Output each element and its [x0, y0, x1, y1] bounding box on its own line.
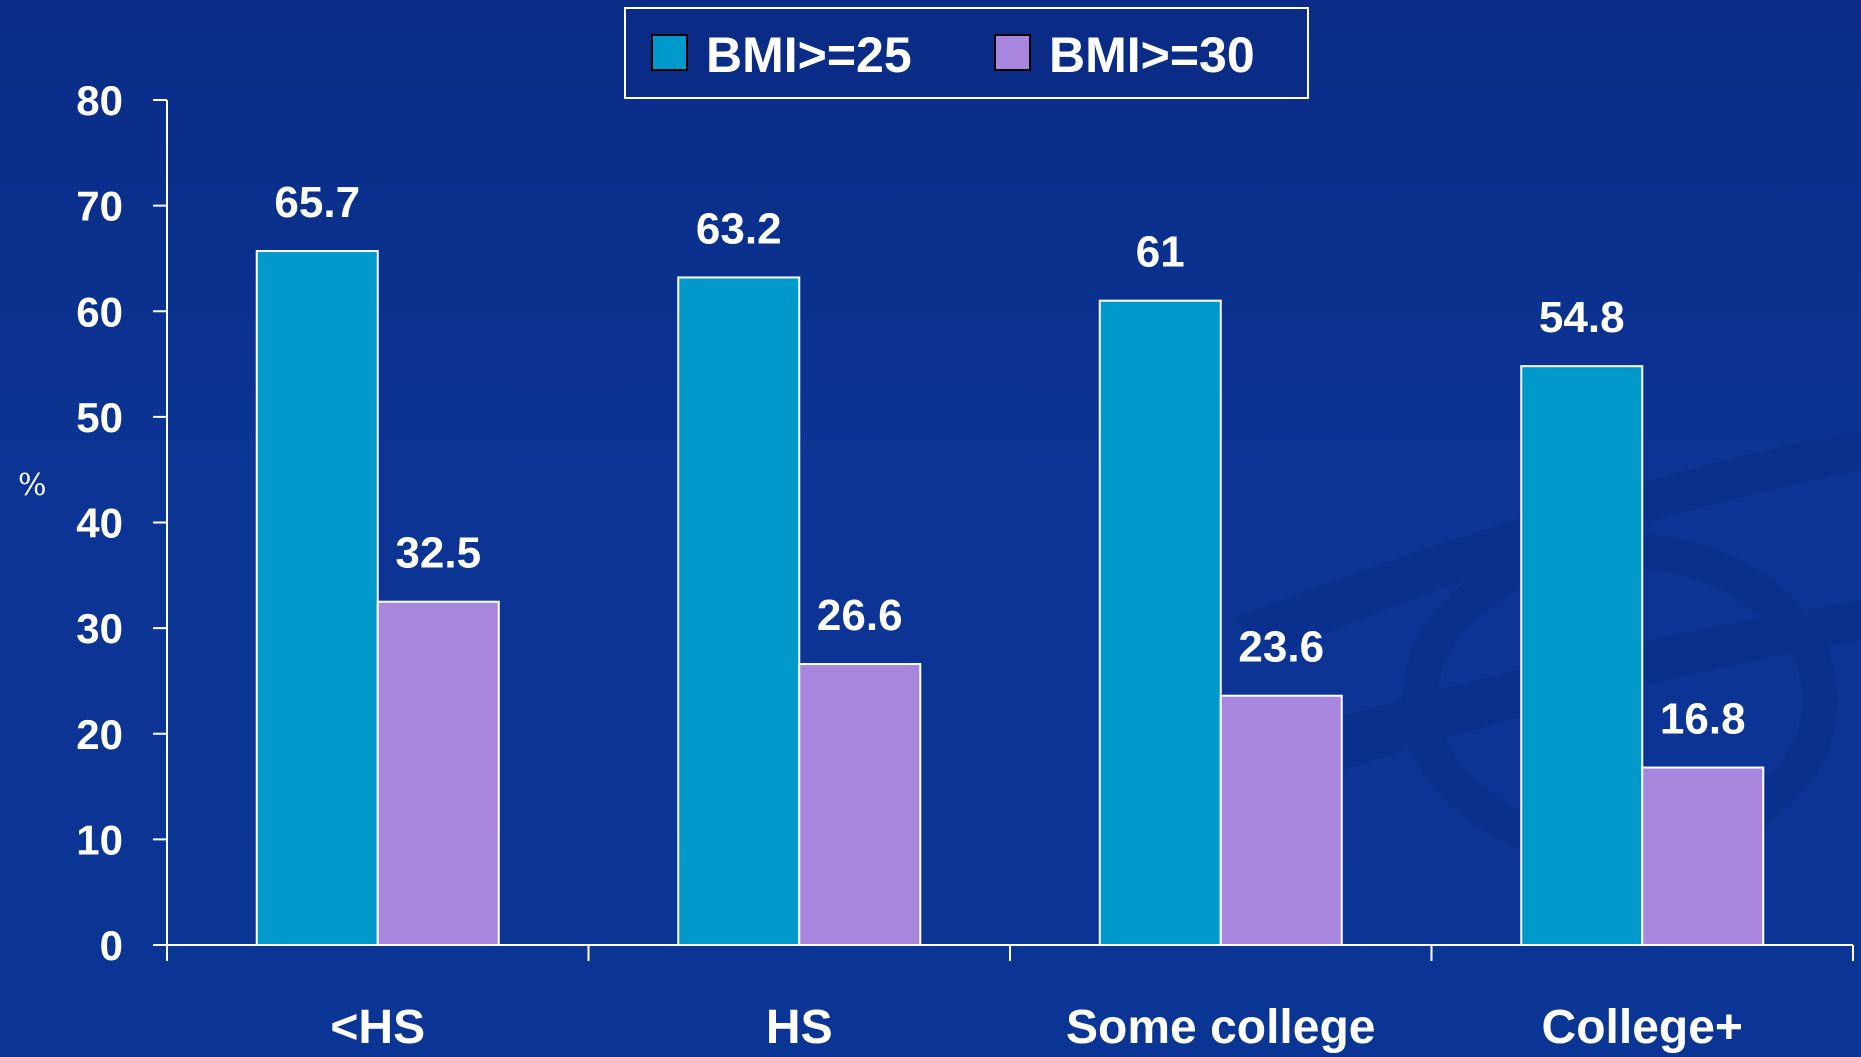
y-tick-label: 50	[76, 394, 123, 441]
bar-bmi-30-hs	[798, 663, 922, 946]
legend-item-bmi25: BMI>=25	[651, 27, 912, 83]
legend: BMI>=25 BMI>=30	[624, 7, 1309, 99]
value-label-bmi-30-hs: 26.6	[817, 591, 903, 640]
legend-label-bmi30: BMI>=30	[1049, 27, 1255, 83]
bar-bmi-25-college	[1520, 365, 1644, 946]
y-tick-label: 80	[76, 77, 123, 124]
legend-swatch-bmi30	[994, 34, 1031, 71]
value-label-bmi-25-hs: 65.7	[274, 178, 360, 227]
value-label-bmi-25-college: 54.8	[1539, 293, 1625, 342]
value-labels: 65.7 32.5 63.2 26.6 61 23.6 54.8 16.8	[274, 178, 1745, 744]
value-label-bmi-25-hs: 63.2	[696, 204, 782, 253]
bar-bmi-30-college	[1641, 766, 1765, 946]
y-tick-label: 70	[76, 183, 123, 230]
value-label-bmi-30-hs: 32.5	[395, 529, 481, 578]
y-tick-label: 60	[76, 288, 123, 335]
bar-bmi-25-hs	[677, 276, 801, 946]
x-tick-label-some-college: Some college	[1066, 1001, 1375, 1054]
y-tick-label: 20	[76, 711, 123, 758]
y-tick-label: 30	[76, 605, 123, 652]
x-tick-label-hs: HS	[766, 1001, 833, 1054]
bar-bmi-25-hs	[255, 250, 379, 946]
legend-item-bmi30: BMI>=30	[994, 27, 1255, 83]
y-tick-label: 40	[76, 500, 123, 547]
legend-label-bmi25: BMI>=25	[706, 27, 912, 83]
bars	[255, 250, 1765, 946]
bar-bmi-25-some-college	[1098, 299, 1222, 946]
y-axis-label: %	[18, 468, 47, 503]
x-axis: <HS HS Some college College+	[166, 944, 1854, 1054]
value-label-bmi-30-college: 16.8	[1660, 695, 1746, 744]
bar-bmi-30-hs	[376, 600, 500, 946]
y-tick-label: 10	[76, 816, 123, 863]
y-axis: 0 10 20 30 40 50 60 70 80	[76, 77, 168, 969]
value-label-bmi-30-some-college: 23.6	[1238, 623, 1324, 672]
x-tick-label-hs: <HS	[330, 1001, 425, 1054]
legend-swatch-bmi25	[651, 34, 688, 71]
x-tick-label-college: College+	[1542, 1001, 1743, 1054]
legend-box	[624, 7, 1309, 99]
value-label-bmi-25-some-college: 61	[1136, 228, 1185, 277]
y-tick-label: 0	[100, 922, 123, 969]
bar-bmi-30-some-college	[1219, 694, 1343, 946]
